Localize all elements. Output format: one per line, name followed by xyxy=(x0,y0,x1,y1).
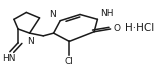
Text: N: N xyxy=(27,37,34,46)
Text: N: N xyxy=(49,10,56,19)
Text: Cl: Cl xyxy=(65,57,74,66)
Text: NH: NH xyxy=(100,9,114,18)
Text: H·HCl: H·HCl xyxy=(125,23,154,33)
Text: HN: HN xyxy=(2,54,15,63)
Text: O: O xyxy=(114,24,121,33)
